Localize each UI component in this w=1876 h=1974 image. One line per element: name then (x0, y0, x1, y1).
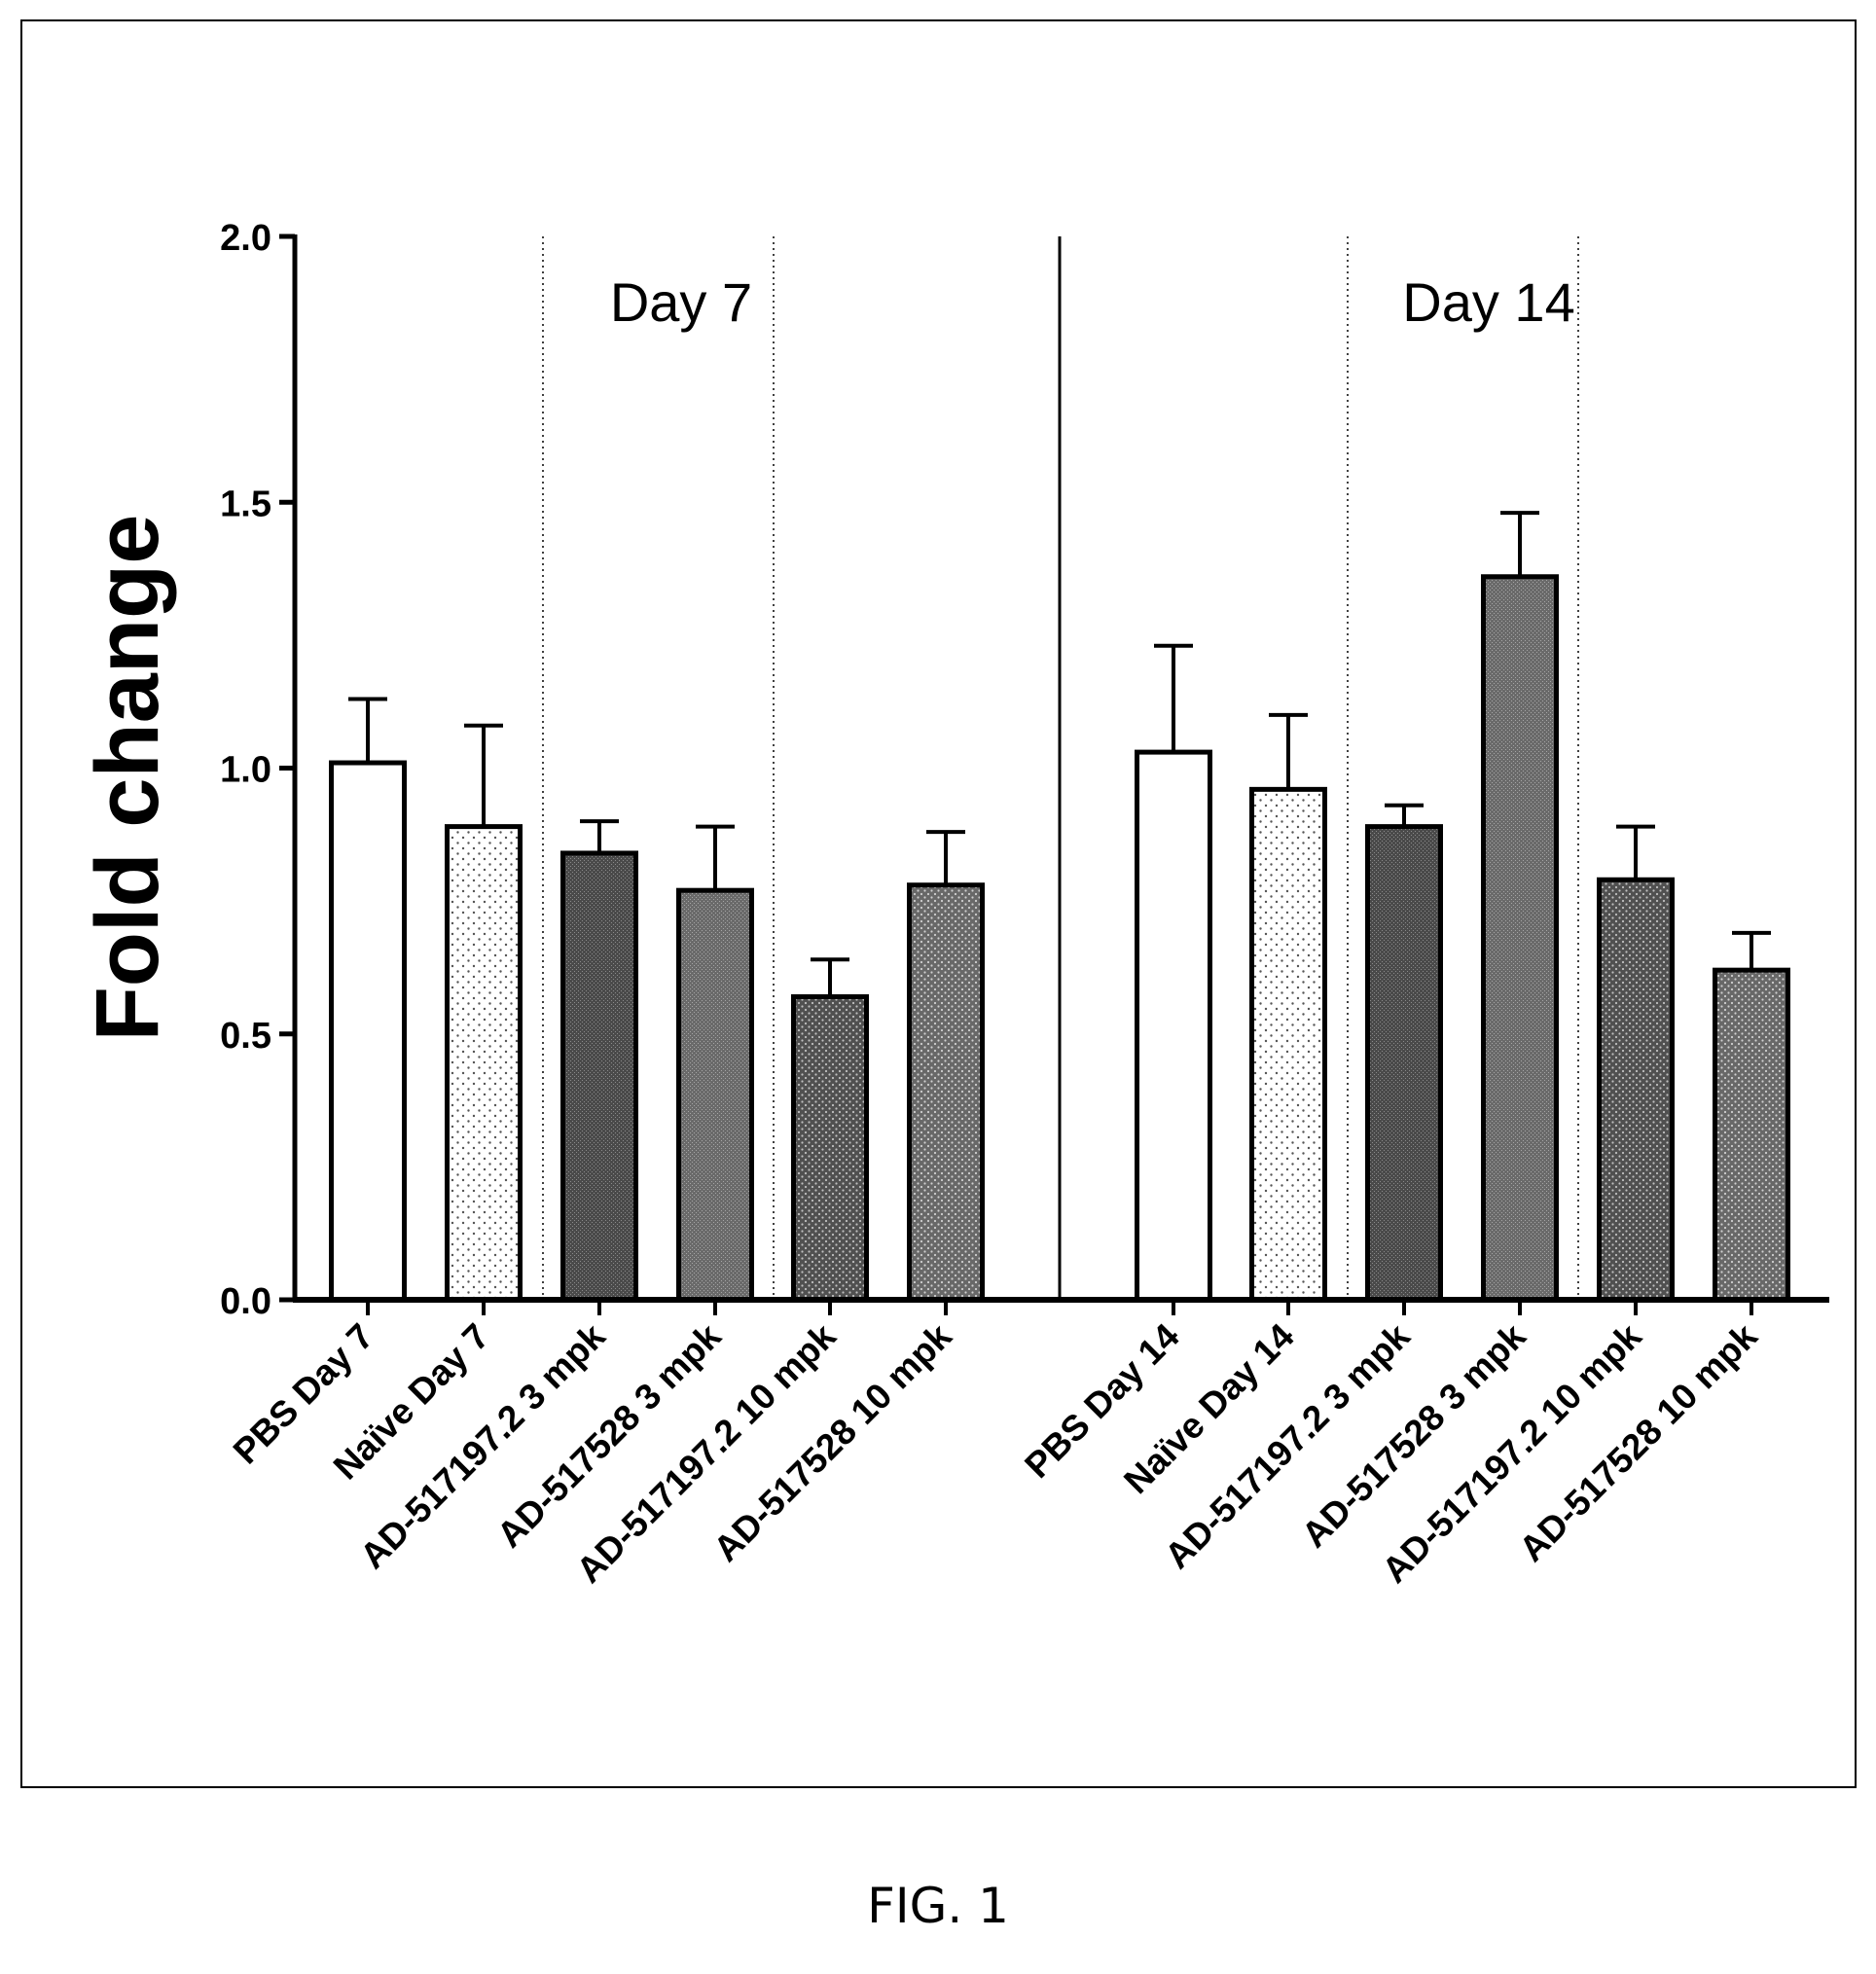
bar (1365, 824, 1443, 1303)
panel-label: Day 14 (1402, 271, 1574, 333)
bar (1249, 786, 1327, 1303)
y-tick-label: 1.5 (220, 484, 271, 524)
figure-frame (20, 19, 1857, 1788)
bar (907, 882, 985, 1303)
bar (1597, 877, 1675, 1303)
y-tick-label: 1.0 (220, 750, 271, 791)
bar (445, 824, 523, 1303)
x-tick-label: AD-517528 3 mpk (489, 1315, 729, 1555)
y-tick-label: 0.0 (220, 1281, 271, 1322)
figure-caption: FIG. 1 (867, 1878, 1009, 1934)
bar (1135, 749, 1212, 1303)
y-tick-label: 2.0 (220, 218, 271, 259)
y-tick-label: 0.5 (220, 1016, 271, 1057)
y-axis-label: Fold change (78, 515, 177, 1042)
bar (1481, 574, 1559, 1303)
bar (329, 760, 407, 1303)
bar (1713, 967, 1790, 1303)
bar (791, 993, 869, 1303)
panel-label: Day 7 (610, 271, 752, 333)
bar (676, 887, 754, 1303)
bar (560, 850, 638, 1303)
x-tick-label: AD-517528 3 mpk (1294, 1315, 1533, 1555)
